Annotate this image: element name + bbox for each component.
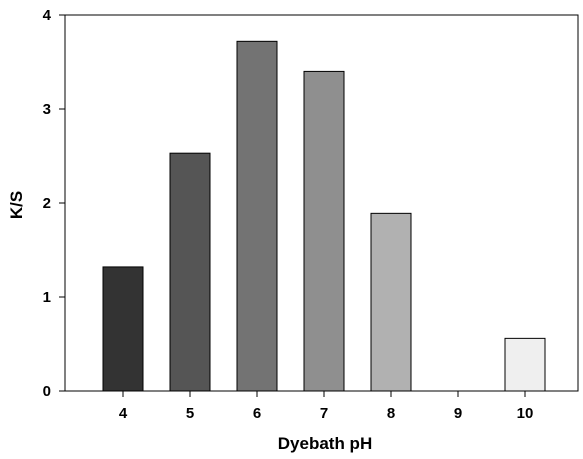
y-tick-label: 1	[43, 289, 51, 306]
bar-ph-4	[102, 266, 144, 392]
y-axis-ticks: 0 1 2 3 4	[43, 7, 65, 400]
x-tick-label: 10	[517, 405, 534, 422]
y-tick-label: 0	[43, 383, 51, 400]
x-tick-label: 6	[253, 405, 261, 422]
bars-group	[102, 40, 546, 392]
bar-ph-10	[504, 337, 546, 392]
y-tick-label: 3	[43, 101, 51, 118]
bar-ph-8	[370, 212, 412, 392]
x-tick-label: 4	[119, 405, 128, 422]
y-tick-label: 4	[43, 7, 52, 24]
x-axis-ticks: 4 5 6 7 8 9 10	[119, 391, 534, 422]
bar-ph-7	[303, 70, 345, 392]
x-tick-label: 9	[454, 405, 462, 422]
x-tick-label: 5	[186, 405, 194, 422]
bar-ph-6	[236, 40, 278, 392]
y-tick-label: 2	[43, 195, 51, 212]
x-tick-label: 8	[387, 405, 395, 422]
x-tick-label: 7	[320, 405, 328, 422]
bar-ph-5	[169, 152, 211, 392]
x-axis-title: Dyebath pH	[278, 434, 372, 453]
y-axis-title: K/S	[7, 191, 26, 219]
